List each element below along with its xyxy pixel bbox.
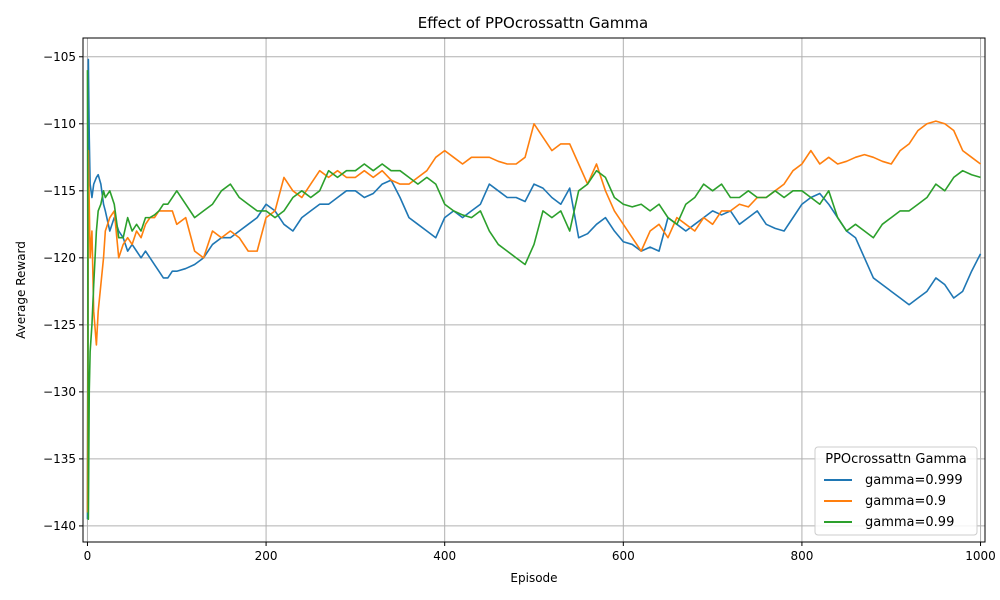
chart-title: Effect of PPOcrossattn Gamma <box>418 14 648 32</box>
legend-items: gamma=0.999 gamma=0.9 gamma=0.99 <box>824 473 963 530</box>
y-axis-label: Average Reward <box>14 241 28 339</box>
y-tick-label: −130 <box>43 385 76 399</box>
legend-entry: gamma=0.999 <box>865 473 963 488</box>
y-tick-label: −140 <box>43 519 76 533</box>
x-tick-label: 200 <box>255 549 278 563</box>
plot-frame <box>82 37 986 543</box>
y-tick-label: −120 <box>43 251 76 265</box>
x-axis-label: Episode <box>510 571 557 585</box>
x-tick-label: 400 <box>433 549 456 563</box>
legend-entry: gamma=0.99 <box>865 515 954 530</box>
y-tick-label: −110 <box>43 117 76 131</box>
x-tick-label: 1000 <box>965 549 996 563</box>
series-layer <box>86 58 982 521</box>
y-tick-label: −105 <box>43 50 76 64</box>
x-axis: 0 200 400 600 800 1000 <box>84 542 996 563</box>
legend-entry: gamma=0.9 <box>865 494 946 509</box>
legend-box <box>814 446 978 536</box>
y-tick-label: −115 <box>43 184 76 198</box>
legend: PPOcrossattn Gamma gamma=0.999gamma=0.9g… <box>814 446 978 536</box>
x-tick-label: 0 <box>84 549 92 563</box>
y-axis: −105 −110 −115 −120 −125 −130 −135 −140 <box>43 50 83 533</box>
x-tick-label: 600 <box>612 549 635 563</box>
x-tick-label: 800 <box>790 549 813 563</box>
y-tick-label: −125 <box>43 318 76 332</box>
series-line-gamma=0.999 <box>86 58 982 520</box>
legend-title: PPOcrossattn Gamma <box>825 452 966 467</box>
y-tick-label: −135 <box>43 452 76 466</box>
series-line-gamma=0.99 <box>86 70 981 521</box>
series-line-gamma=0.9 <box>86 120 982 513</box>
